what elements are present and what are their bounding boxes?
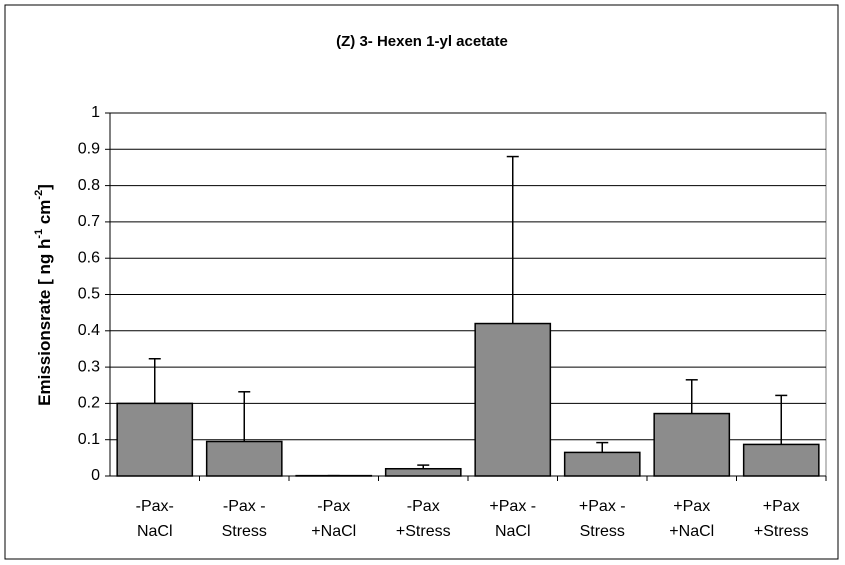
x-tick-label: NaCl <box>137 523 173 540</box>
x-tick-label: +Stress <box>754 523 809 540</box>
chart-title: (Z) 3- Hexen 1-yl acetate <box>336 33 508 50</box>
bar <box>563 451 641 477</box>
y-axis-label: Emissionsrate [ ng h-1 cm-2] <box>33 184 55 406</box>
y-label-sup: -1 <box>33 229 45 239</box>
x-tick-label: Stress <box>580 523 625 540</box>
x-tick-label: +NaCl <box>669 523 714 540</box>
y-label-part: Emissionsrate [ ng h <box>35 239 54 406</box>
x-tick-label: -Pax <box>317 498 350 515</box>
bar <box>205 440 283 477</box>
x-tick-label: +Pax <box>763 498 800 515</box>
y-label-part: ] <box>35 184 54 190</box>
bar <box>653 412 731 477</box>
y-tick-label: 0.2 <box>78 395 100 412</box>
y-tick-label: 0.7 <box>78 213 100 230</box>
y-tick-label: 1 <box>91 104 100 121</box>
x-tick-label: +NaCl <box>311 523 356 540</box>
y-tick-label: 0.1 <box>78 431 100 448</box>
x-tick-label: +Stress <box>396 523 451 540</box>
x-tick-label: -Pax - <box>223 498 266 515</box>
x-tick-label: +Pax - <box>489 498 536 515</box>
x-tick-label: NaCl <box>495 523 531 540</box>
bar <box>116 402 194 477</box>
y-label-sup: -2 <box>33 190 45 200</box>
x-tick-label: +Pax - <box>579 498 626 515</box>
bar <box>384 467 462 477</box>
y-tick-label: 0.9 <box>78 141 100 158</box>
y-tick-label: 0.6 <box>78 249 100 266</box>
y-tick-label: 0.8 <box>78 177 100 194</box>
x-tick-label: -Pax- <box>136 498 174 515</box>
y-tick-label: 0.3 <box>78 358 100 375</box>
bar <box>742 443 820 477</box>
x-tick-label: -Pax <box>407 498 440 515</box>
y-tick-label: 0.4 <box>78 322 100 339</box>
y-label-part: cm <box>35 200 54 229</box>
x-tick-label: +Pax <box>673 498 710 515</box>
y-tick-label: 0.5 <box>78 286 100 303</box>
x-tick-label: Stress <box>222 523 267 540</box>
bar <box>474 322 552 477</box>
y-tick-label: 0 <box>91 467 100 484</box>
